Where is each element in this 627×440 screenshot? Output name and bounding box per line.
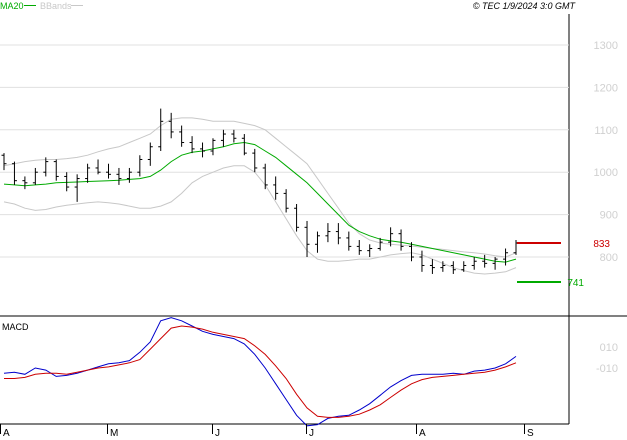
macd-y-axis: 010 -010: [596, 342, 618, 375]
ohlc-bar: [273, 176, 279, 200]
ohlc-bar: [137, 155, 143, 177]
ohlc-bar: [11, 161, 17, 185]
y-tick-label: 900: [600, 210, 618, 222]
ohlc-bar: [105, 163, 111, 179]
ohlc-bar: [85, 163, 91, 183]
ohlc-bar: [64, 172, 70, 192]
macd-y-tick-label: 010: [600, 342, 618, 354]
price-levels: 833 741: [517, 239, 610, 289]
ohlc-bar: [471, 257, 477, 270]
bband-upper-line: [3, 117, 517, 258]
ohlc-bar: [116, 167, 122, 185]
ohlc-bar: [126, 167, 132, 183]
ma20-line-group: [3, 141, 517, 263]
ohlc-bar: [503, 248, 509, 266]
x-tick-label: A: [419, 428, 426, 439]
ohlc-bar: [210, 138, 216, 156]
ohlc-bar: [147, 142, 153, 166]
ohlc-bar: [74, 174, 80, 202]
price-gridlines: [0, 44, 569, 258]
macd-title: MACD: [2, 322, 29, 332]
y-tick-label: 1200: [594, 82, 618, 94]
legend-ma20: MA20: [0, 1, 24, 11]
ohlc-bar: [304, 220, 310, 257]
ohlc-bar: [335, 223, 341, 245]
ohlc-bars: [1, 108, 519, 274]
ohlc-bar: [461, 261, 467, 272]
ohlc-bar: [241, 134, 247, 156]
bband-lower-line: [3, 165, 517, 275]
ohlc-bar: [262, 163, 268, 190]
ohlc-bar: [440, 261, 446, 272]
bollinger-bands: [3, 117, 517, 275]
ma20-line: [3, 141, 517, 263]
macd-lines: [3, 317, 517, 427]
y-tick-label: 800: [600, 252, 618, 264]
ohlc-bar: [367, 244, 373, 257]
ohlc-bar: [429, 259, 435, 274]
y-tick-label: 1300: [594, 40, 618, 52]
ohlc-bar: [398, 229, 404, 251]
price-y-axis: 1300 1200 1100 1000 900 800: [594, 40, 618, 264]
ohlc-bar: [231, 129, 237, 143]
ohlc-bar: [325, 223, 331, 243]
level-label-741: 741: [567, 278, 584, 289]
ohlc-bar: [377, 237, 383, 251]
ohlc-bar: [1, 153, 7, 171]
ohlc-bar: [356, 240, 362, 255]
ohlc-bar: [388, 227, 394, 247]
ohlc-bar: [43, 157, 49, 177]
ohlc-bar: [168, 112, 174, 139]
ohlc-bar: [252, 148, 258, 173]
ohlc-bar: [314, 231, 320, 253]
copyright-text: © TEC 1/9/2024 3:0 GMT: [473, 1, 577, 11]
level-label-833: 833: [593, 239, 610, 250]
macd-panel: MACD 010 -010: [0, 316, 618, 427]
legend-bbands: BBands: [40, 1, 72, 11]
ohlc-bar: [492, 257, 498, 270]
ohlc-bar: [179, 125, 185, 147]
ohlc-bar: [95, 159, 101, 175]
x-tick-label: J: [215, 428, 220, 439]
ohlc-bar: [283, 189, 289, 213]
x-tick-label: A: [3, 428, 10, 439]
x-tick-label: M: [110, 428, 118, 439]
ohlc-bar: [409, 242, 415, 262]
ohlc-bar: [419, 250, 425, 272]
x-tick-label: J: [309, 428, 314, 439]
x-tick-label: S: [527, 428, 534, 439]
ohlc-bar: [22, 176, 28, 190]
ohlc-bar: [32, 167, 38, 185]
price-panel: 1300 1200 1100 1000 900 800 833 741: [0, 14, 627, 317]
ohlc-bar: [200, 142, 206, 158]
ohlc-bar: [158, 108, 164, 151]
ohlc-bar: [294, 204, 300, 232]
ohlc-bar: [450, 261, 456, 274]
macd-series-signal: [4, 325, 517, 418]
macd-y-tick-label: -010: [596, 363, 618, 375]
ohlc-bar: [220, 129, 226, 147]
ohlc-bar: [53, 159, 59, 181]
y-tick-label: 1000: [594, 167, 618, 179]
ohlc-bar: [482, 254, 488, 268]
ohlc-bar: [189, 136, 195, 154]
y-tick-label: 1100: [594, 125, 618, 137]
ohlc-bar: [346, 231, 352, 251]
